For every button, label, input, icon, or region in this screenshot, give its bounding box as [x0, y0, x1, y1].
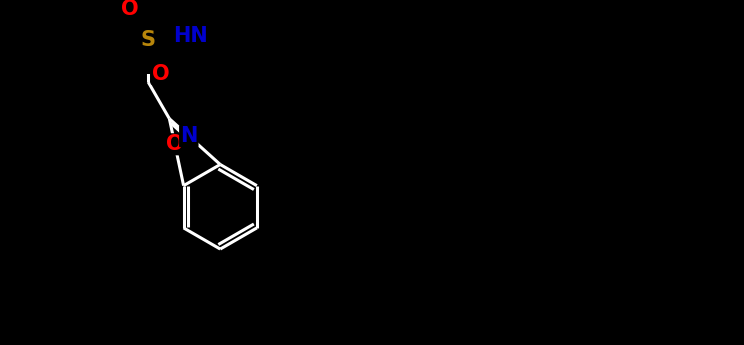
- Text: N: N: [180, 126, 197, 146]
- Text: O: O: [152, 63, 170, 83]
- Text: O: O: [121, 0, 139, 19]
- Text: HN: HN: [173, 26, 208, 46]
- Text: S: S: [141, 30, 155, 50]
- Text: O: O: [166, 134, 184, 154]
